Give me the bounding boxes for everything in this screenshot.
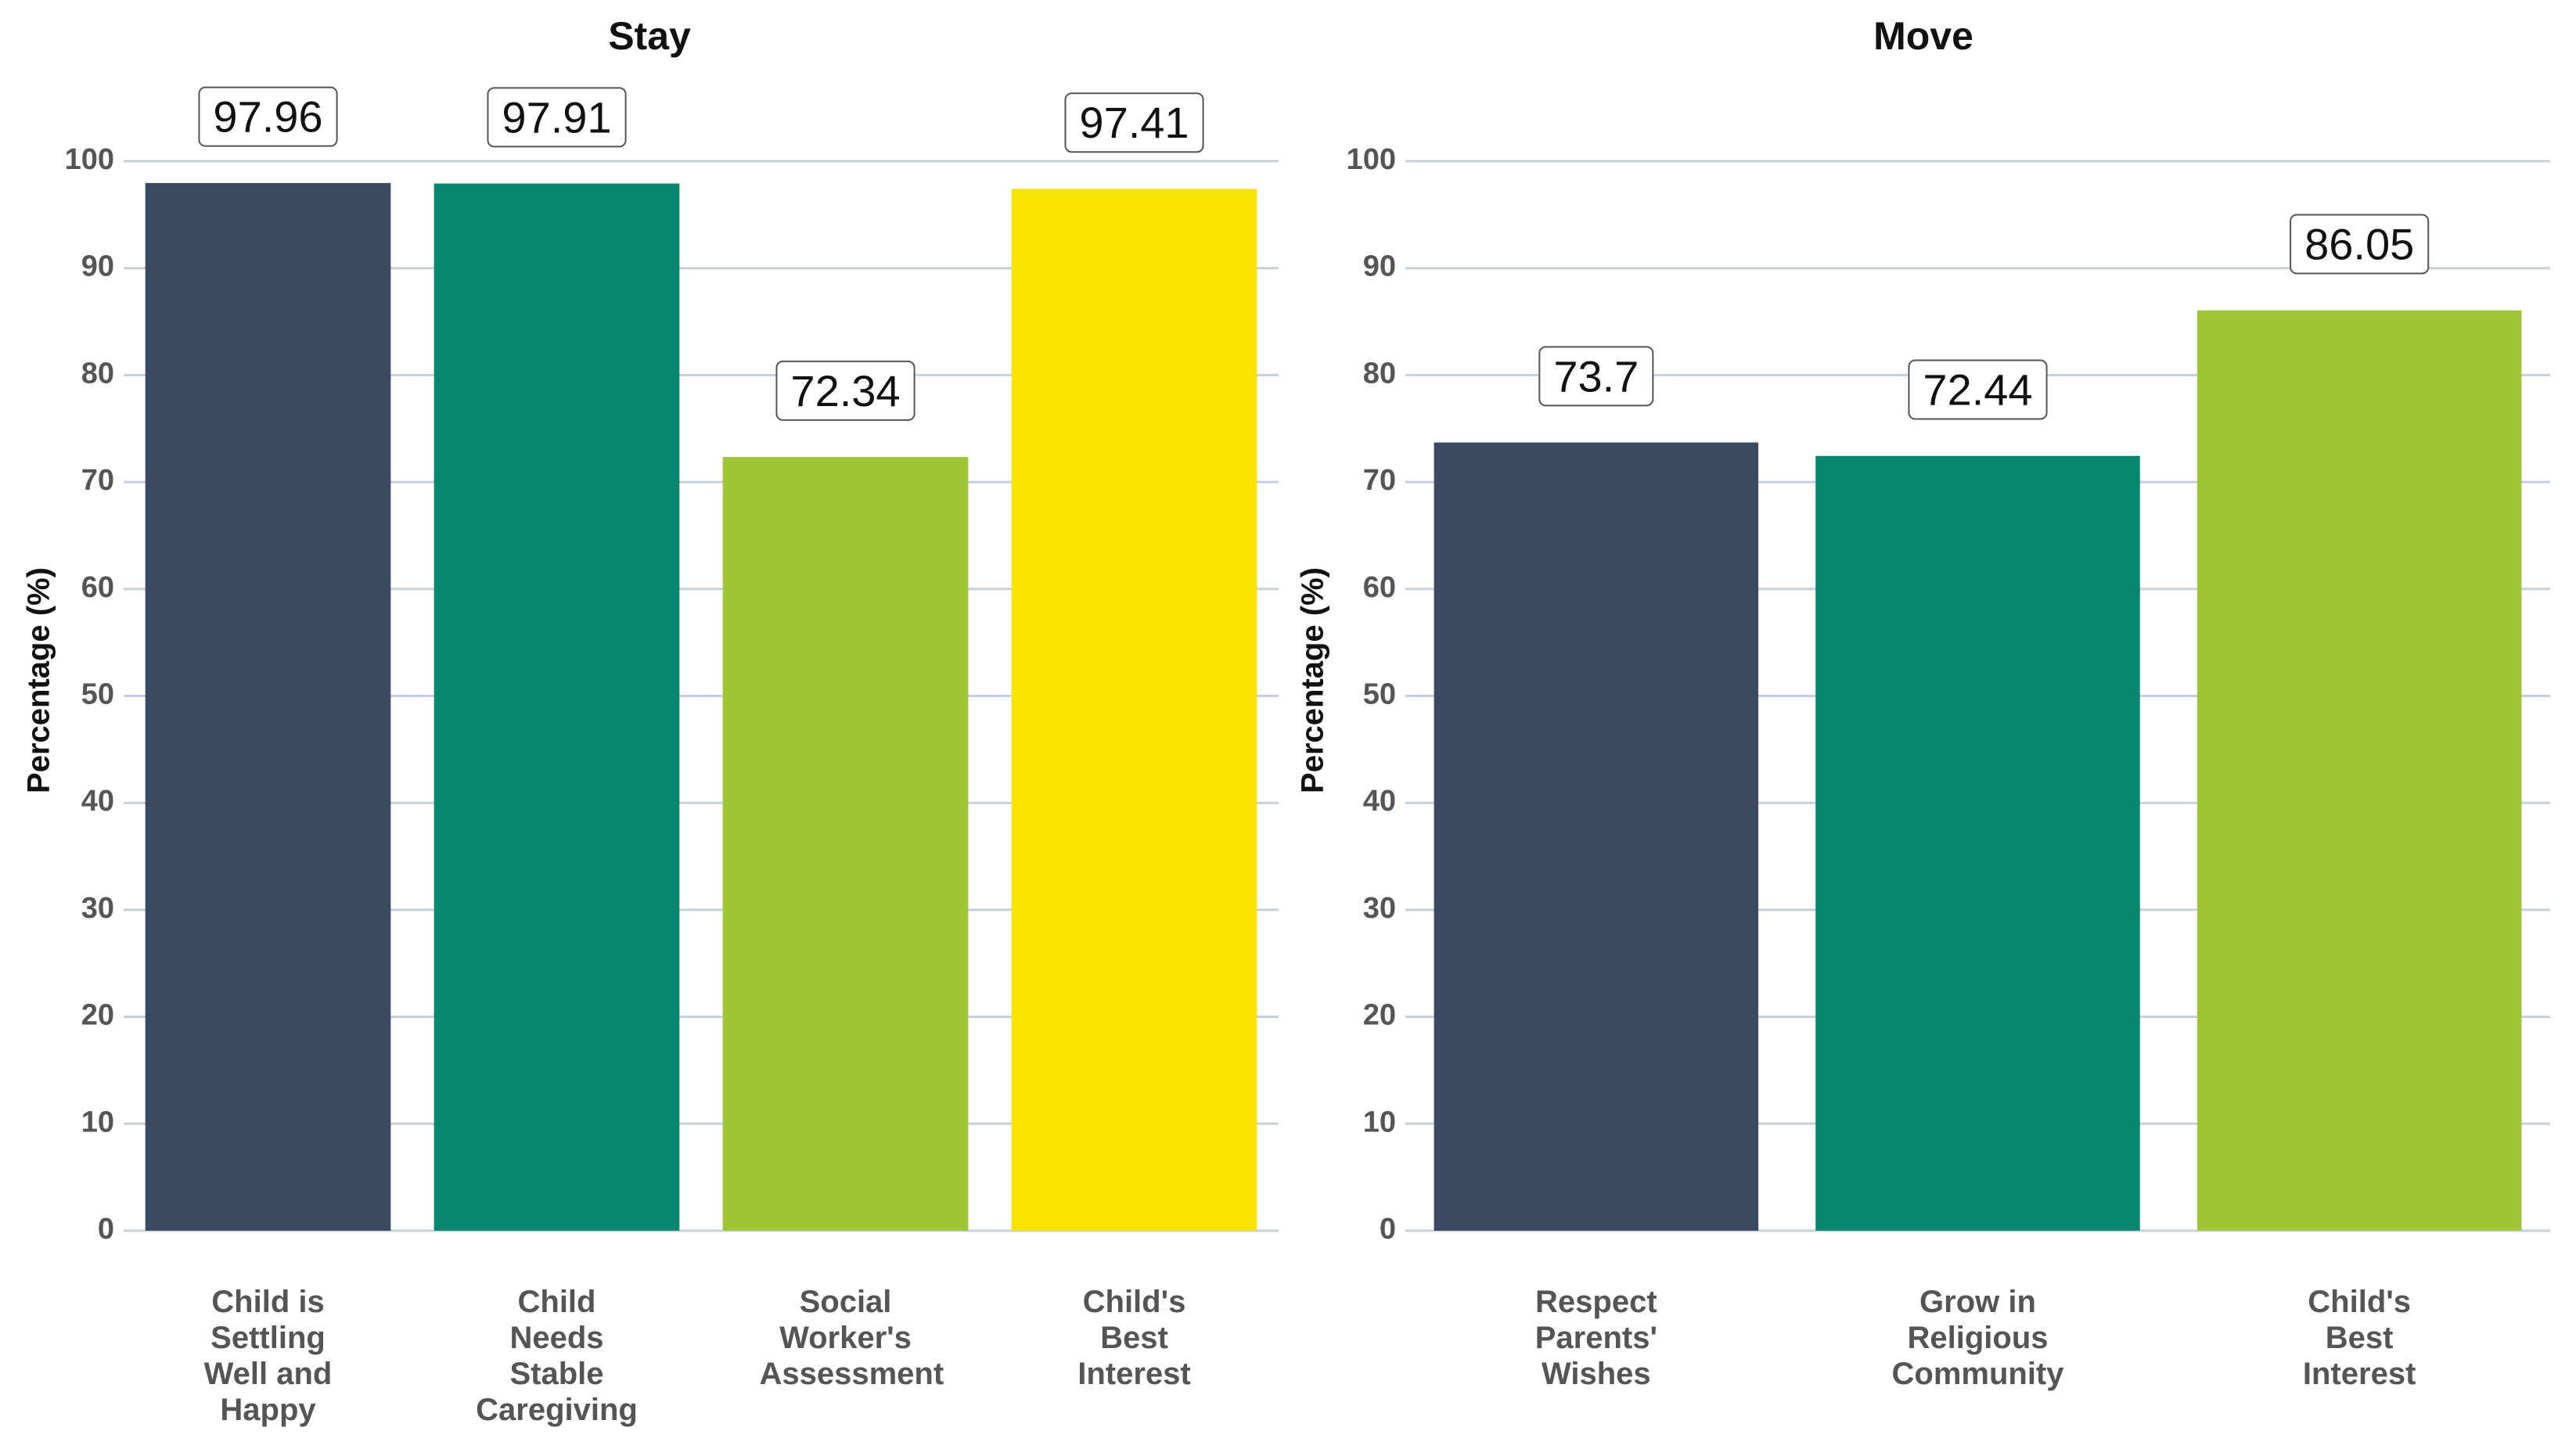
x-tick-label: Child Needs Stable Caregiving	[476, 1285, 638, 1427]
value-label-box	[1538, 346, 1654, 407]
y-tick-label: 60	[1363, 571, 1396, 604]
x-tick-label: Grow in Religious Community	[1891, 1285, 2064, 1391]
bar	[722, 457, 969, 1231]
value-label-box	[775, 360, 916, 421]
y-tick-label: 50	[1363, 678, 1396, 711]
y-tick-label: 0	[98, 1213, 114, 1246]
value-label: 72.34	[775, 360, 916, 421]
y-tick-label: 40	[1363, 785, 1396, 818]
y-tick-label: 90	[1363, 250, 1396, 283]
chart-title: Stay	[608, 14, 691, 58]
y-axis-label: Percentage (%)	[1296, 567, 1330, 793]
value-label-box	[2290, 214, 2430, 275]
bar	[1434, 442, 1759, 1231]
bar	[1011, 189, 1257, 1231]
y-tick-label: 30	[1363, 892, 1396, 925]
value-label-box	[198, 86, 338, 147]
bar	[1815, 455, 2140, 1231]
y-tick-label: 20	[1363, 999, 1396, 1032]
value-label: 97.41	[1064, 92, 1204, 153]
value-label: 73.7	[1538, 346, 1654, 407]
x-tick-label: Child's Best Interest	[1078, 1285, 1191, 1391]
y-tick-label: 70	[1363, 464, 1396, 497]
y-tick-label: 30	[81, 892, 114, 925]
y-tick-label: 10	[81, 1106, 114, 1138]
value-label-text: 86.05	[2304, 219, 2414, 268]
value-label-text: 73.7	[1553, 351, 1639, 401]
x-tick-label: Child is Settling Well and Happy	[203, 1285, 333, 1427]
x-tick-label: Child's Best Interest	[2302, 1285, 2416, 1391]
value-label: 97.96	[198, 86, 338, 147]
value-label-text: 97.91	[502, 92, 611, 142]
y-tick-label: 100	[1347, 143, 1396, 176]
value-label-text: 97.96	[213, 92, 322, 142]
value-label: 72.44	[1908, 359, 2048, 420]
y-tick-label: 50	[81, 678, 114, 711]
y-tick-label: 80	[1363, 357, 1396, 390]
y-tick-label: 70	[81, 464, 114, 497]
x-tick-label: Respect Parents' Wishes	[1534, 1285, 1657, 1391]
bar	[2196, 310, 2522, 1231]
bar	[434, 183, 680, 1231]
y-tick-label: 80	[81, 357, 114, 390]
chart-title: Move	[1873, 14, 1973, 58]
y-tick-label: 100	[65, 143, 114, 176]
value-label-text: 72.44	[1923, 365, 2032, 415]
y-tick-label: 10	[1363, 1106, 1396, 1138]
value-label-box	[487, 87, 627, 148]
value-label: 86.05	[2290, 214, 2430, 275]
y-tick-label: 90	[81, 250, 114, 283]
y-tick-label: 40	[81, 785, 114, 818]
x-tick-label: Social Worker's Assessment	[759, 1285, 944, 1391]
value-label-text: 72.34	[790, 366, 900, 415]
value-label: 97.91	[487, 87, 627, 148]
y-tick-label: 60	[81, 571, 114, 604]
value-label-box	[1064, 92, 1204, 153]
value-label-text: 97.41	[1079, 98, 1189, 147]
y-tick-label: 20	[81, 999, 114, 1032]
value-label-box	[1908, 359, 2048, 420]
bar	[145, 182, 391, 1231]
y-axis-label: Percentage (%)	[22, 567, 56, 793]
y-tick-label: 0	[1380, 1213, 1396, 1246]
